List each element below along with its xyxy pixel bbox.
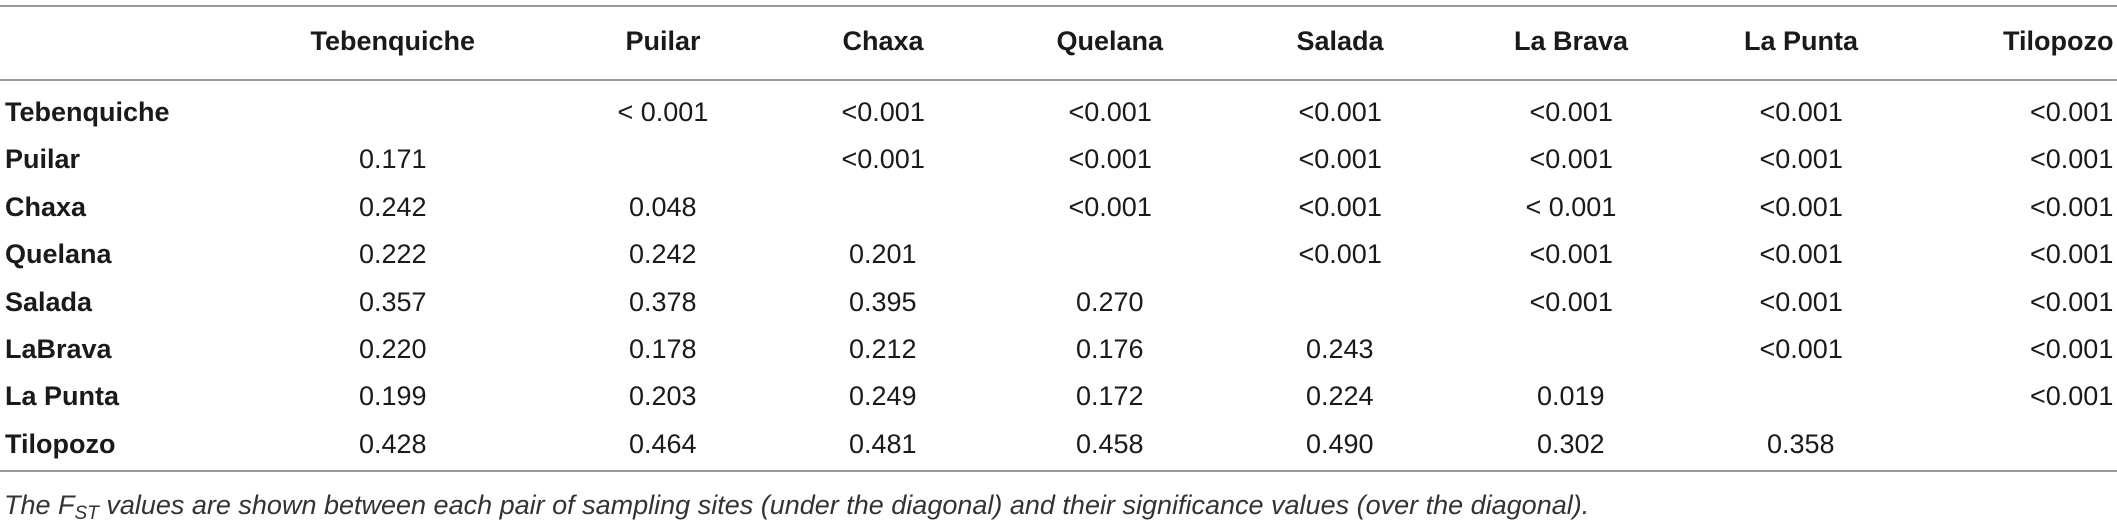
table-cell: <0.001: [1759, 239, 1843, 270]
table-cell: 0.458: [1076, 428, 1144, 459]
table-cell: 0.220: [359, 334, 427, 364]
table-cell: 0.201: [849, 239, 917, 270]
table-cell: 0.242: [359, 191, 427, 222]
table-cell: 0.203: [629, 381, 697, 412]
table-cell: <0.001: [1068, 144, 1152, 175]
table-cell: <0.001: [2030, 97, 2114, 127]
table-cell: <0.001: [1759, 144, 1843, 175]
row-label: Salada: [5, 286, 93, 317]
table-cell: <0.001: [2030, 286, 2114, 317]
table-cell: <0.001: [1068, 97, 1152, 127]
table-cell: <0.001: [1759, 191, 1843, 222]
caption: The FST values are shown between each pa…: [4, 490, 1589, 525]
table-cell: <0.001: [1529, 144, 1613, 175]
table-cell: 0.464: [629, 428, 697, 459]
table-cell: 0.048: [629, 191, 697, 222]
column-header: Tilopozo: [2003, 26, 2114, 56]
table-cell: 0.171: [359, 144, 427, 175]
table-cell: 0.358: [1767, 428, 1835, 459]
table-cell: < 0.001: [617, 97, 709, 127]
table-cell: 0.224: [1306, 381, 1374, 412]
row-label: Tebenquiche: [5, 97, 170, 127]
row-label: Tilopozo: [5, 428, 116, 459]
row-label: Quelana: [5, 239, 112, 270]
row-label: Puilar: [5, 144, 81, 175]
top-rule: [0, 5, 2117, 7]
table-cell: 0.270: [1076, 286, 1144, 317]
table-cell: <0.001: [1759, 286, 1843, 317]
table-cell: 0.176: [1076, 334, 1144, 364]
table-cell: 0.395: [849, 286, 917, 317]
table-cell: 0.019: [1537, 381, 1605, 412]
table-cell: 0.243: [1306, 334, 1374, 364]
column-header: La Punta: [1744, 26, 1859, 56]
table-cell: 0.490: [1306, 428, 1374, 459]
column-header: Chaxa: [842, 26, 924, 56]
caption-text: values are shown between each pair of sa…: [106, 490, 1590, 520]
column-header: Puilar: [625, 26, 701, 56]
table-cell: <0.001: [841, 97, 925, 127]
table-cell: <0.001: [2030, 334, 2114, 364]
table-cell: 0.378: [629, 286, 697, 317]
header-rule: [0, 79, 2117, 81]
table-cell: <0.001: [1298, 191, 1382, 222]
table-cell: <0.001: [1298, 144, 1382, 175]
caption-symbol: F: [58, 490, 75, 520]
column-header: Tebenquiche: [310, 26, 476, 56]
table-cell: <0.001: [2030, 381, 2114, 412]
table-cell: <0.001: [1759, 97, 1843, 127]
row-label: La Punta: [5, 381, 120, 412]
table-cell: <0.001: [1298, 97, 1382, 127]
table-cell: 0.357: [359, 286, 427, 317]
table-cell: 0.212: [849, 334, 917, 364]
table-cell: 0.302: [1537, 428, 1605, 459]
table-cell: <0.001: [1529, 97, 1613, 127]
table-cell: <0.001: [2030, 144, 2114, 175]
table-cell: <0.001: [1759, 334, 1843, 364]
table-cell: <0.001: [841, 144, 925, 175]
row-label: LaBrava: [5, 334, 112, 364]
table-cell: <0.001: [2030, 239, 2114, 270]
table-cell: 0.428: [359, 428, 427, 459]
row-label: Chaxa: [5, 191, 87, 222]
table-cell: 0.481: [849, 428, 917, 459]
table-cell: 0.172: [1076, 381, 1144, 412]
table-cell: 0.242: [629, 239, 697, 270]
table-cell: 0.199: [359, 381, 427, 412]
table-cell: <0.001: [2030, 191, 2114, 222]
table-cell: <0.001: [1068, 191, 1152, 222]
table-cell: 0.249: [849, 381, 917, 412]
column-header: Quelana: [1056, 26, 1164, 56]
bottom-rule: [0, 470, 2117, 472]
caption-lead: The: [4, 490, 51, 520]
table-cell: <0.001: [1529, 286, 1613, 317]
table-cell: <0.001: [1529, 239, 1613, 270]
column-header: La Brava: [1514, 26, 1629, 56]
table-cell: 0.178: [629, 334, 697, 364]
table-cell: 0.222: [359, 239, 427, 270]
table-cell: < 0.001: [1525, 191, 1617, 222]
table-cell: <0.001: [1298, 239, 1382, 270]
caption-subscript: ST: [74, 503, 99, 524]
column-header: Salada: [1296, 26, 1384, 56]
